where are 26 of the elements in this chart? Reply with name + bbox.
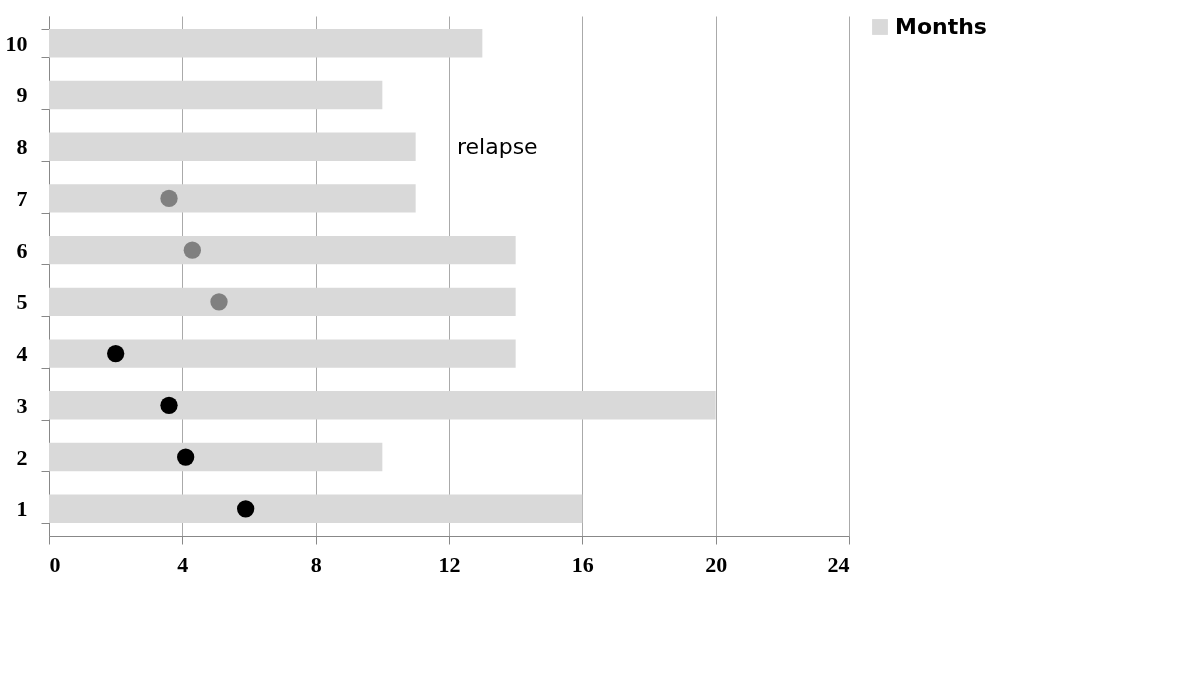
x-tick-label: 0: [49, 551, 61, 577]
x-tick-label: 8: [310, 551, 322, 577]
point: [210, 293, 228, 311]
x-tick-label: 20: [705, 551, 728, 577]
y-tick-label: 3: [16, 392, 28, 418]
x-tick-label: 12: [438, 551, 461, 577]
y-tick-label: 10: [5, 30, 28, 56]
y-tick-label: 7: [16, 185, 28, 211]
point: [107, 344, 125, 363]
legend-label: Months: [895, 14, 987, 39]
point: [160, 396, 178, 414]
y-tick-label: 2: [16, 444, 28, 470]
annotation: relapse: [457, 134, 538, 159]
point: [177, 448, 195, 466]
point: [183, 241, 201, 259]
y-tick-label: 8: [16, 134, 28, 160]
x-tick-label: 24: [827, 551, 850, 577]
y-tick-label: 5: [16, 289, 28, 315]
x-tick-label: 4: [177, 551, 189, 577]
point: [160, 189, 178, 208]
y-tick-label: 4: [16, 341, 28, 367]
y-tick-label: 9: [16, 82, 28, 108]
point: [237, 500, 255, 518]
y-tick-label: 1: [16, 496, 28, 522]
x-tick-label: 16: [571, 551, 594, 577]
y-tick-label: 6: [16, 237, 28, 263]
